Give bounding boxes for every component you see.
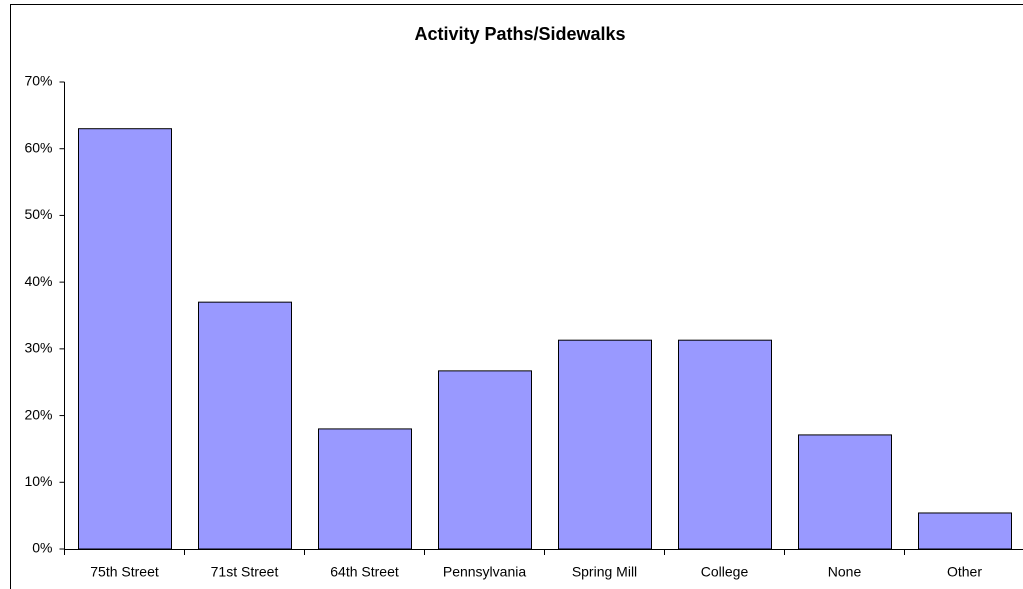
- y-tick-label: 30%: [24, 340, 52, 356]
- y-tick-label: 10%: [24, 473, 52, 489]
- y-tick-label: 70%: [24, 73, 52, 89]
- x-tick-label: 64th Street: [330, 564, 399, 580]
- y-tick-label: 40%: [24, 273, 52, 289]
- x-tick-label: Spring Mill: [572, 564, 637, 580]
- y-tick-label: 20%: [24, 406, 52, 422]
- bar: [78, 128, 172, 550]
- x-tick-label: 75th Street: [90, 564, 159, 580]
- chart-title: Activity Paths/Sidewalks: [414, 24, 625, 44]
- y-tick-label: 50%: [24, 206, 52, 222]
- bar: [798, 434, 892, 550]
- bar: [438, 370, 532, 550]
- y-tick-label: 60%: [24, 139, 52, 155]
- y-tick-label: 0%: [32, 540, 52, 556]
- bar: [558, 339, 652, 550]
- bar: [198, 301, 292, 550]
- x-tick-label: None: [828, 564, 862, 580]
- x-tick-label: 71st Street: [211, 564, 279, 580]
- bar: [318, 428, 412, 550]
- x-tick-label: Other: [947, 564, 982, 580]
- x-tick-label: College: [701, 564, 749, 580]
- bar: [678, 339, 772, 550]
- x-tick-label: Pennsylvania: [443, 564, 526, 580]
- bar: [918, 512, 1012, 550]
